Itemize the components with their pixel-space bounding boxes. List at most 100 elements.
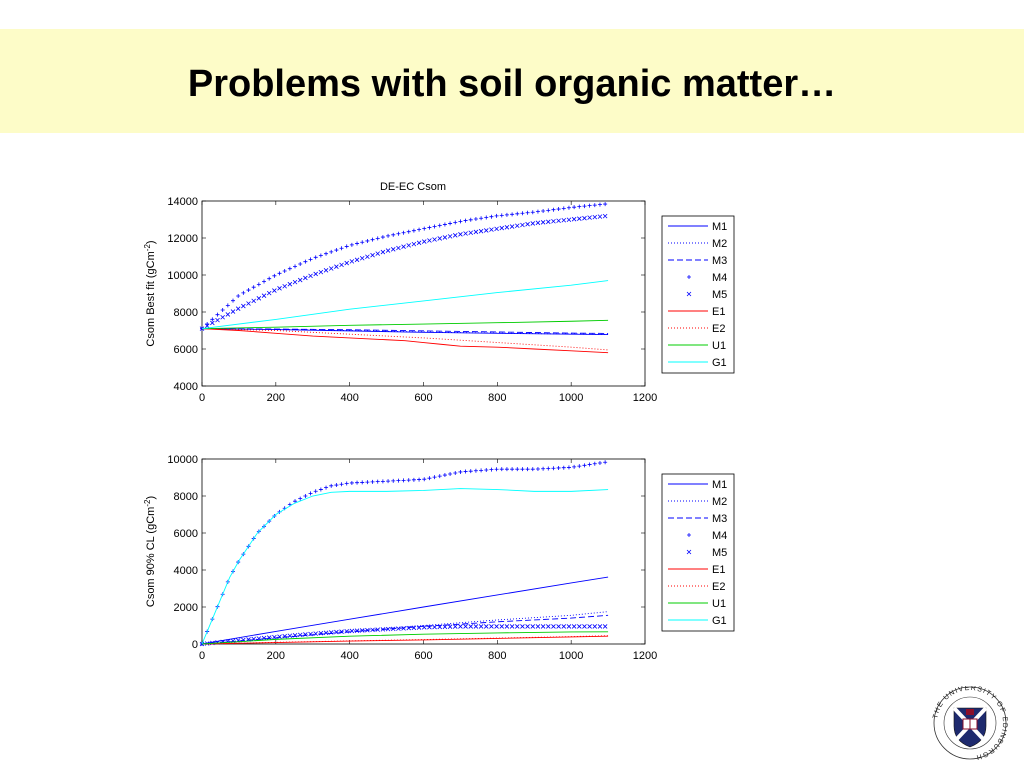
data-marker-plus [525,467,530,472]
data-marker-plus [262,279,267,284]
data-marker-cross [349,628,355,634]
data-marker-cross [551,624,556,629]
data-marker-plus [535,209,540,214]
data-marker-plus [458,469,463,474]
legend-item-M5: M5 [686,547,727,559]
data-marker-cross [411,625,417,631]
data-marker-cross [277,286,282,291]
data-marker-cross [354,628,360,633]
data-marker-cross [323,268,329,273]
plot-area [201,458,646,645]
legend-marker [687,533,691,537]
data-marker-plus [442,473,447,478]
x-tick-label: 800 [488,392,506,404]
data-marker-plus [293,499,298,504]
data-marker-cross [406,625,412,631]
legend-label: M3 [712,255,727,267]
series-line [201,631,609,645]
data-marker-plus [504,212,509,217]
data-marker-cross [458,624,463,629]
data-marker-cross [602,213,608,219]
data-marker-cross [452,233,458,238]
data-marker-plus [494,467,499,472]
data-marker-cross [349,259,355,264]
data-marker-plus [556,465,561,470]
data-marker-cross [535,624,541,629]
data-marker-cross [566,624,572,629]
data-marker-cross [354,257,360,263]
legend-item-M3: M3 [668,255,727,267]
data-marker-cross [561,217,567,223]
legend-item-E2: E2 [668,323,725,335]
legend-marker [686,549,692,555]
data-marker-cross [261,635,267,641]
data-marker-cross [313,271,318,277]
data-marker-plus [592,461,597,466]
data-marker-plus [375,479,380,484]
data-marker-plus [566,465,571,470]
data-marker-cross [427,624,432,630]
data-marker-cross [597,624,603,629]
legend-marker [686,291,692,297]
data-marker-plus [344,481,349,486]
data-marker-cross [375,627,381,632]
data-marker-cross [540,220,546,225]
data-marker-cross [303,632,308,637]
data-marker-cross [256,636,262,641]
legend-item-M3: M3 [668,513,727,525]
data-marker-plus [520,467,525,472]
data-marker-plus [473,468,478,473]
y-tick-label: 14000 [167,196,198,208]
series-E2 [201,635,609,645]
data-marker-cross [489,227,494,232]
data-marker-plus [417,227,422,232]
data-marker-plus [251,285,256,290]
data-marker-plus [572,205,577,210]
data-marker-cross [577,216,582,221]
data-marker-plus [432,224,437,229]
legend-item-M1: M1 [668,479,727,491]
data-marker-plus [380,479,385,484]
series-E2 [201,328,609,351]
data-marker-cross [442,235,448,240]
data-marker-plus [484,468,489,473]
data-marker-cross [328,630,334,635]
data-marker-plus [241,290,246,295]
data-marker-cross [561,624,567,629]
data-marker-cross [421,625,427,630]
data-marker-cross [246,301,251,306]
series-line [201,488,609,645]
data-marker-cross [297,277,303,283]
x-tick-label: 0 [199,392,205,404]
data-marker-cross [256,296,262,301]
data-marker-cross [504,225,510,230]
data-marker-cross [308,631,313,637]
data-marker-plus [577,204,582,209]
legend-box [661,473,735,632]
data-marker-plus [499,467,504,472]
series-line [201,328,609,351]
series-line [201,611,609,645]
x-tick-label: 200 [267,392,285,404]
data-marker-cross [339,262,344,268]
data-marker-cross [204,323,210,329]
slide-title: Problems with soil organic matter… [187,63,837,105]
data-marker-plus [210,317,215,322]
series-M5 [199,213,608,331]
data-marker-plus [349,242,354,247]
data-marker-plus [401,230,406,235]
data-marker-plus [334,248,339,253]
data-marker-plus [344,244,349,249]
data-marker-cross [220,314,225,320]
data-marker-cross [592,624,598,629]
data-marker-cross [401,626,406,631]
data-marker-cross [318,269,324,275]
data-marker-plus [318,487,323,492]
legend-box [661,215,735,374]
data-marker-cross [545,624,551,629]
legend-label: M4 [712,272,727,284]
data-marker-plus [587,203,592,208]
series-E1 [201,328,609,354]
data-marker-plus [603,460,608,465]
